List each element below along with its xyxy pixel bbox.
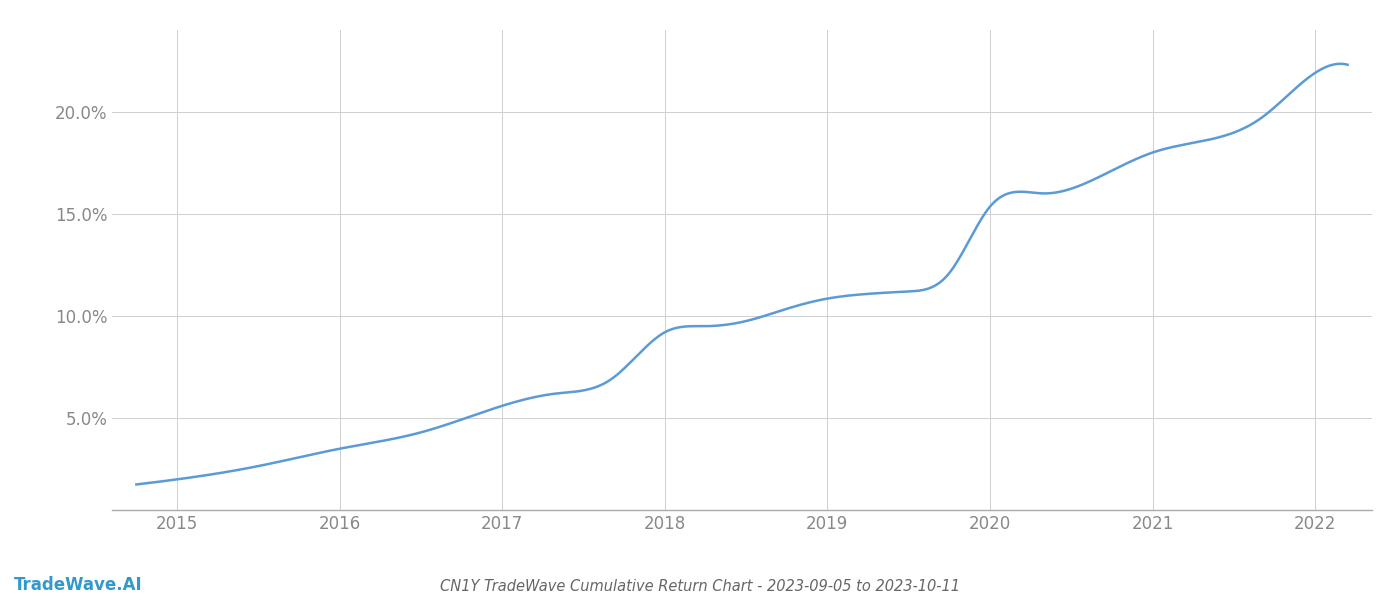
Text: TradeWave.AI: TradeWave.AI	[14, 576, 143, 594]
Text: CN1Y TradeWave Cumulative Return Chart - 2023-09-05 to 2023-10-11: CN1Y TradeWave Cumulative Return Chart -…	[440, 579, 960, 594]
